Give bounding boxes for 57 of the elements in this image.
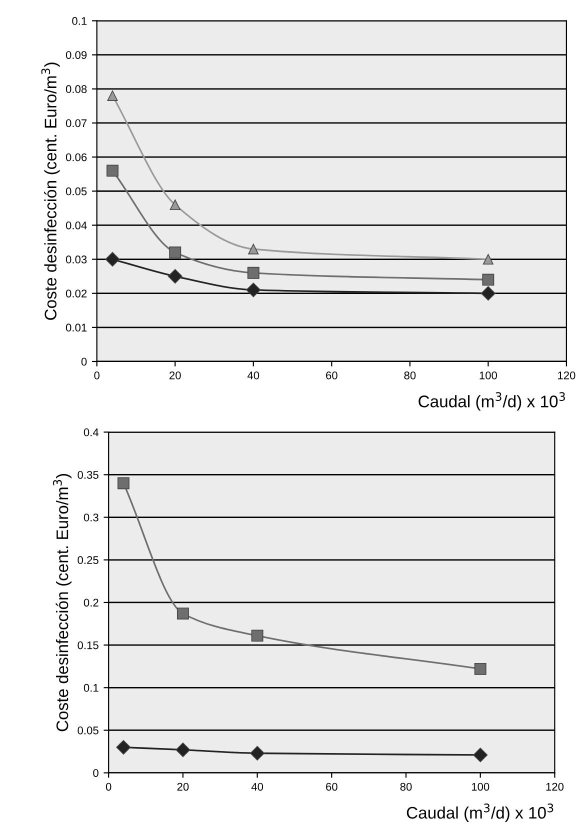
y-tick-label: 0.02 bbox=[66, 290, 87, 298]
y-tick-label: 0.01 bbox=[66, 324, 87, 332]
y-tick-label: 0.1 bbox=[84, 684, 98, 692]
y-tick-label: 0.4 bbox=[84, 428, 99, 436]
point bbox=[168, 269, 182, 284]
point bbox=[473, 748, 488, 762]
x-tick-label: 20 bbox=[177, 782, 189, 791]
y-tick-label: 0.03 bbox=[66, 256, 87, 264]
x-tick-label: 80 bbox=[400, 782, 412, 791]
x-tick-label: 60 bbox=[326, 782, 338, 791]
x-axis-title: Caudal (m$^{3}$/d) x 10$^{3}$ bbox=[418, 392, 565, 411]
y-tick-label: 0 bbox=[81, 358, 87, 366]
point bbox=[106, 164, 118, 177]
x-tick-label: 100 bbox=[472, 782, 490, 791]
x-tick-label: 120 bbox=[558, 372, 576, 380]
y-tick-label: 0.06 bbox=[66, 153, 87, 162]
point bbox=[105, 252, 120, 267]
x-tick-label: 20 bbox=[170, 372, 181, 380]
y-tick-label: 0 bbox=[93, 769, 98, 777]
point bbox=[116, 740, 131, 755]
y-axis-title: Coste desinfección (cent. Euro/m$^{3}$) bbox=[41, 62, 60, 320]
y-tick-label: 0.09 bbox=[66, 51, 87, 59]
x-tick-label: 120 bbox=[546, 782, 564, 791]
x-tick-label: 60 bbox=[326, 372, 338, 380]
x-tick-label: 80 bbox=[404, 372, 416, 380]
y-tick-label: 0.07 bbox=[66, 119, 87, 128]
x-tick-label: 100 bbox=[480, 372, 498, 380]
y-tick-label: 0.15 bbox=[78, 641, 98, 650]
point bbox=[248, 244, 259, 254]
y-tick-label: 0.35 bbox=[78, 470, 98, 479]
point bbox=[107, 90, 118, 102]
point bbox=[247, 266, 260, 279]
point bbox=[250, 746, 265, 761]
x-tick-label: 0 bbox=[106, 782, 112, 791]
y-tick-label: 0.25 bbox=[78, 556, 98, 564]
point bbox=[246, 282, 261, 298]
point bbox=[482, 274, 494, 286]
point bbox=[251, 630, 264, 642]
y-tick-label: 0.2 bbox=[84, 598, 98, 607]
y-tick-label: 0.04 bbox=[66, 221, 87, 230]
point bbox=[480, 286, 496, 301]
x-axis-title: Caudal (m$^{3}$/d) x 10$^{3}$ bbox=[406, 803, 554, 822]
point bbox=[117, 477, 130, 490]
y-axis-title: Coste desinfección (cent. Euro/m$^{3}$) bbox=[53, 474, 72, 732]
point bbox=[482, 254, 494, 265]
y-tick-label: 0.1 bbox=[72, 17, 87, 25]
point bbox=[169, 246, 182, 258]
y-tick-label: 0.05 bbox=[66, 187, 87, 196]
point bbox=[176, 608, 189, 620]
x-tick-label: 40 bbox=[251, 782, 264, 791]
point bbox=[170, 199, 180, 210]
y-tick-label: 0.08 bbox=[66, 85, 87, 94]
point bbox=[474, 662, 486, 675]
y-tick-label: 0.05 bbox=[78, 726, 98, 734]
point bbox=[176, 742, 190, 758]
y-tick-label: 0.3 bbox=[84, 514, 98, 522]
x-tick-label: 40 bbox=[247, 372, 260, 380]
